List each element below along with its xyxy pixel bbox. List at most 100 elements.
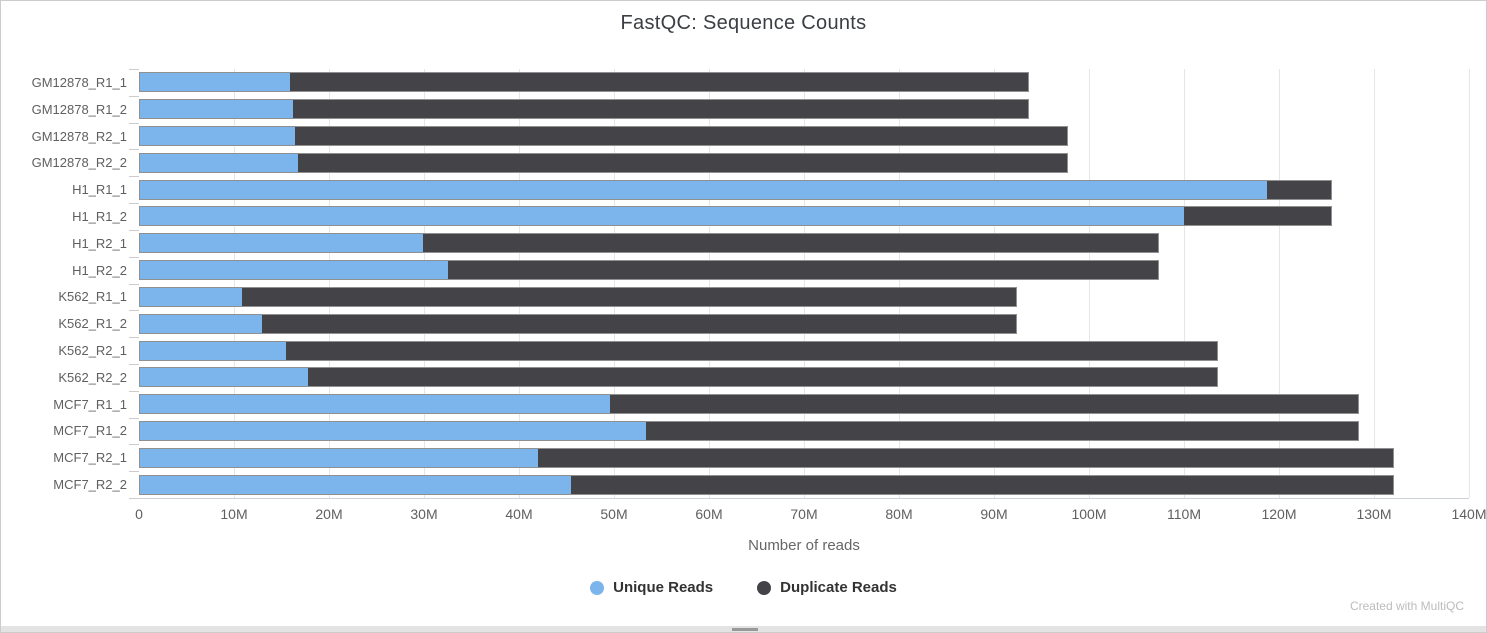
- y-axis-tick: [129, 203, 139, 205]
- x-axis-tick-label: 70M: [790, 506, 818, 522]
- bar-stack[interactable]: [139, 152, 1069, 173]
- bar-row: [139, 444, 1469, 471]
- x-axis-tick-label: 40M: [505, 506, 533, 522]
- bar-segment-unique[interactable]: [140, 261, 449, 280]
- bar-segment-unique[interactable]: [140, 421, 647, 440]
- bar-row: [139, 364, 1469, 391]
- horizontal-scrollbar[interactable]: [1, 626, 1486, 632]
- bar-segment-unique[interactable]: [140, 207, 1185, 226]
- bar-row: [139, 418, 1469, 445]
- bar-stack[interactable]: [139, 99, 1030, 120]
- x-axis-tick-label: 20M: [315, 506, 343, 522]
- bar-segment-unique[interactable]: [140, 180, 1267, 199]
- x-axis-tick-label: 30M: [410, 506, 438, 522]
- bar-stack[interactable]: [139, 420, 1359, 441]
- gridline: [994, 69, 995, 498]
- bar-stack[interactable]: [139, 367, 1219, 388]
- gridline: [614, 69, 615, 498]
- x-axis-tick-labels: 0 10M 20M 30M 40M 50M 60M 70M 80M 90M 100M 110M 120M…: [135, 506, 1486, 526]
- bar-stack[interactable]: [139, 233, 1160, 254]
- x-axis-tick-label: 100M: [1071, 506, 1107, 522]
- bar-stack[interactable]: [139, 394, 1359, 415]
- bar-segment-duplicate[interactable]: [295, 127, 1068, 146]
- bar-segment-duplicate[interactable]: [289, 73, 1029, 92]
- bar-segment-unique[interactable]: [140, 287, 243, 306]
- y-axis-labels: GM12878_R1_1 GM12878_R1_2 GM12878_R2_1 GM12…: [1, 69, 127, 498]
- scrollbar-thumb[interactable]: [732, 628, 758, 631]
- gridline: [709, 69, 710, 498]
- y-axis-tick: [129, 310, 139, 312]
- bar-row: [139, 203, 1469, 230]
- bar-stack[interactable]: [139, 474, 1394, 495]
- bar-stack[interactable]: [139, 206, 1333, 227]
- bar-stack[interactable]: [139, 126, 1069, 147]
- legend-label: Duplicate Reads: [780, 579, 897, 596]
- y-axis-label: K562_R1_2: [58, 316, 127, 332]
- y-axis-tick: [129, 69, 139, 70]
- x-axis-tick-label: 0: [135, 506, 143, 522]
- legend-item[interactable]: Duplicate Reads: [757, 579, 897, 596]
- bar-segment-unique[interactable]: [140, 127, 296, 146]
- bar-segment-duplicate[interactable]: [538, 448, 1393, 467]
- bar-row: [139, 69, 1469, 96]
- bar-segment-unique[interactable]: [140, 100, 293, 119]
- x-axis-tick-label: 90M: [980, 506, 1008, 522]
- bar-stack[interactable]: [139, 340, 1219, 361]
- bar-segment-unique[interactable]: [140, 368, 308, 387]
- y-axis-label: H1_R2_2: [72, 262, 127, 278]
- bar-segment-duplicate[interactable]: [292, 100, 1029, 119]
- bar-row: [139, 123, 1469, 150]
- bar-segment-duplicate[interactable]: [1184, 207, 1332, 226]
- x-axis-tick-label: 140M: [1451, 506, 1487, 522]
- gridline: [804, 69, 805, 498]
- bar-segment-duplicate[interactable]: [646, 421, 1358, 440]
- chart-title: FastQC: Sequence Counts: [620, 12, 867, 34]
- bar-stack[interactable]: [139, 179, 1333, 200]
- y-axis-tick: [129, 283, 139, 285]
- gridline: [329, 69, 330, 498]
- legend-swatch-icon: [757, 580, 772, 595]
- bar-segment-duplicate[interactable]: [610, 395, 1358, 414]
- y-axis-label: MCF7_R2_1: [53, 450, 127, 466]
- y-axis-label: K562_R2_1: [58, 343, 127, 359]
- bar-segment-duplicate[interactable]: [423, 234, 1159, 253]
- gridline: [1089, 69, 1090, 498]
- bar-stack[interactable]: [139, 72, 1030, 93]
- y-axis-label: H1_R1_1: [72, 182, 127, 198]
- bar-segment-duplicate[interactable]: [1266, 180, 1332, 199]
- gridline: [1279, 69, 1280, 498]
- bar-segment-unique[interactable]: [140, 341, 287, 360]
- bar-segment-duplicate[interactable]: [307, 368, 1218, 387]
- plot-area[interactable]: [129, 69, 1470, 499]
- y-axis-tick: [129, 229, 139, 231]
- bar-segment-duplicate[interactable]: [262, 314, 1016, 333]
- bar-segment-unique[interactable]: [140, 475, 571, 494]
- bar-segment-unique[interactable]: [140, 73, 290, 92]
- bar-stack[interactable]: [139, 260, 1160, 281]
- y-axis-label: GM12878_R1_1: [31, 74, 127, 90]
- legend-label: Unique Reads: [613, 579, 714, 596]
- bar-segment-unique[interactable]: [140, 448, 539, 467]
- legend-swatch-icon: [590, 580, 605, 595]
- bar-segment-duplicate[interactable]: [286, 341, 1218, 360]
- bar-segment-unique[interactable]: [140, 153, 299, 172]
- legend-item[interactable]: Unique Reads: [590, 579, 713, 596]
- x-axis-line: [139, 498, 1469, 499]
- y-axis-tick: [129, 122, 139, 124]
- x-axis-tick-label: 120M: [1261, 506, 1297, 522]
- x-axis-tick-label: 10M: [220, 506, 248, 522]
- bar-segment-unique[interactable]: [140, 234, 424, 253]
- bar-segment-unique[interactable]: [140, 314, 263, 333]
- y-axis-tick: [129, 176, 139, 178]
- bar-segment-duplicate[interactable]: [298, 153, 1068, 172]
- bar-segment-duplicate[interactable]: [242, 287, 1016, 306]
- bar-stack[interactable]: [139, 447, 1394, 468]
- bar-rows: [139, 69, 1469, 498]
- bar-stack[interactable]: [139, 286, 1017, 307]
- bar-segment-duplicate[interactable]: [570, 475, 1393, 494]
- bar-segment-unique[interactable]: [140, 395, 611, 414]
- y-axis-tick: [129, 149, 139, 151]
- bar-segment-duplicate[interactable]: [448, 261, 1159, 280]
- bar-stack[interactable]: [139, 313, 1017, 334]
- y-axis-label: K562_R1_1: [58, 289, 127, 305]
